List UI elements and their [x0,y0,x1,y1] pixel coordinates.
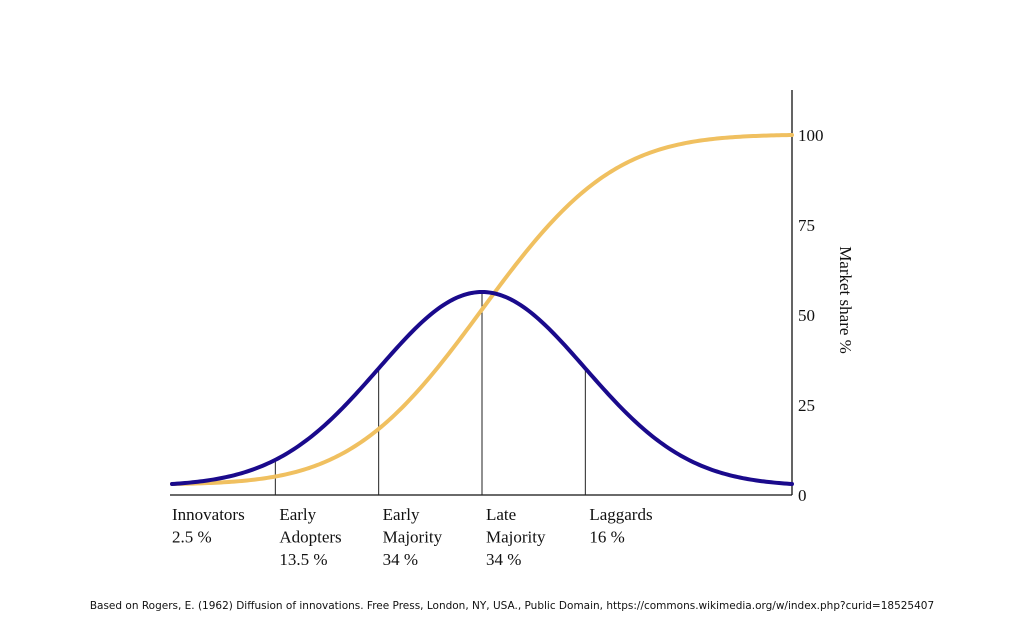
segment-label: Innovators 2.5 % [172,505,245,547]
y-axis-title: Market share % [836,246,855,354]
s-curve-line [170,133,794,486]
y-tick-label: 75 [798,216,815,235]
bell-curve-line [170,289,794,486]
segment-label: Early Majority 34 % [383,505,443,569]
y-tick-label: 50 [798,306,815,325]
segment-label: Late Majority 34 % [486,505,546,569]
source-caption: Based on Rogers, E. (1962) Diffusion of … [89,600,935,612]
segment-label: Laggards 16 % [589,505,652,547]
y-tick-label: 100 [798,126,824,145]
segment-label: Early Adopters 13.5 % [279,505,341,569]
y-tick-label: 25 [798,396,815,415]
y-tick-label: 0 [798,486,807,505]
